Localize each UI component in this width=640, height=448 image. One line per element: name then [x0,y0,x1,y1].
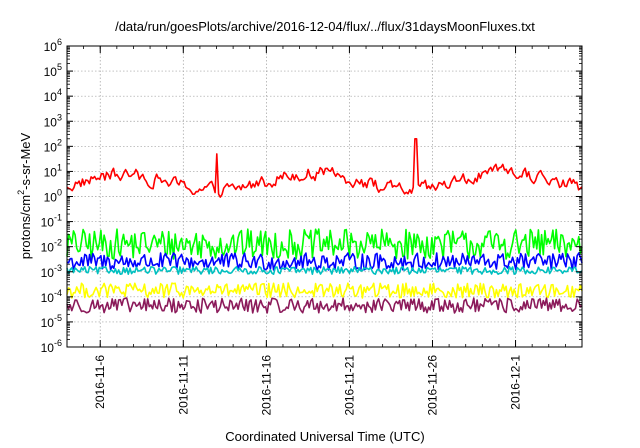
y-axis-label-tail: -s-sr-MeV [18,132,33,189]
y-axis: 10-6 10-5 10-4 10-3 10-2 10-1 100 101 102 103 104 1… [41,37,582,355]
x-tick-label: 2016-11-11 [176,355,190,415]
series-line [66,138,583,198]
series-line [66,297,583,314]
y-tick-label: 10-1 [41,213,62,230]
y-axis-label: protons/cm2-s-sr-MeV [16,132,33,259]
y-tick-label: 102 [44,137,62,154]
grid [67,46,582,347]
y-tick-label: 10-4 [41,288,62,305]
series-line [66,265,583,276]
y-tick-label: 106 [44,37,62,54]
x-axis: 2016-11-6 2016-11-11 2016-11-16 2016-11-21 2… [66,46,583,416]
series-group [66,138,583,314]
series-line [66,252,583,272]
y-axis-label-sup: 2 [16,190,26,195]
series-line [66,282,583,299]
chart-title: /data/run/goesPlots/archive/2016-12-04/f… [115,19,535,34]
y-tick-label: 105 [44,62,62,79]
y-tick-label: 103 [44,112,62,129]
x-tick-label: 2016-11-21 [342,355,356,416]
x-axis-label: Coordinated Universal Time (UTC) [225,429,424,444]
x-tick-label: 2016-11-16 [259,355,273,416]
y-tick-label: 100 [44,188,62,205]
y-tick-label: 10-2 [41,238,62,255]
x-tick-label: 2016-11-6 [93,355,107,409]
y-tick-label: 10-6 [41,338,62,355]
series-line [66,228,583,260]
x-tick-label: 2016-11-26 [425,355,439,416]
y-tick-label: 10-3 [41,263,62,280]
y-axis-label-base: protons/cm [18,195,33,259]
y-tick-label: 10-5 [41,313,62,330]
y-tick-label: 104 [44,87,62,104]
y-tick-label: 101 [44,162,62,179]
x-tick-label: 2016-12-1 [509,355,523,410]
